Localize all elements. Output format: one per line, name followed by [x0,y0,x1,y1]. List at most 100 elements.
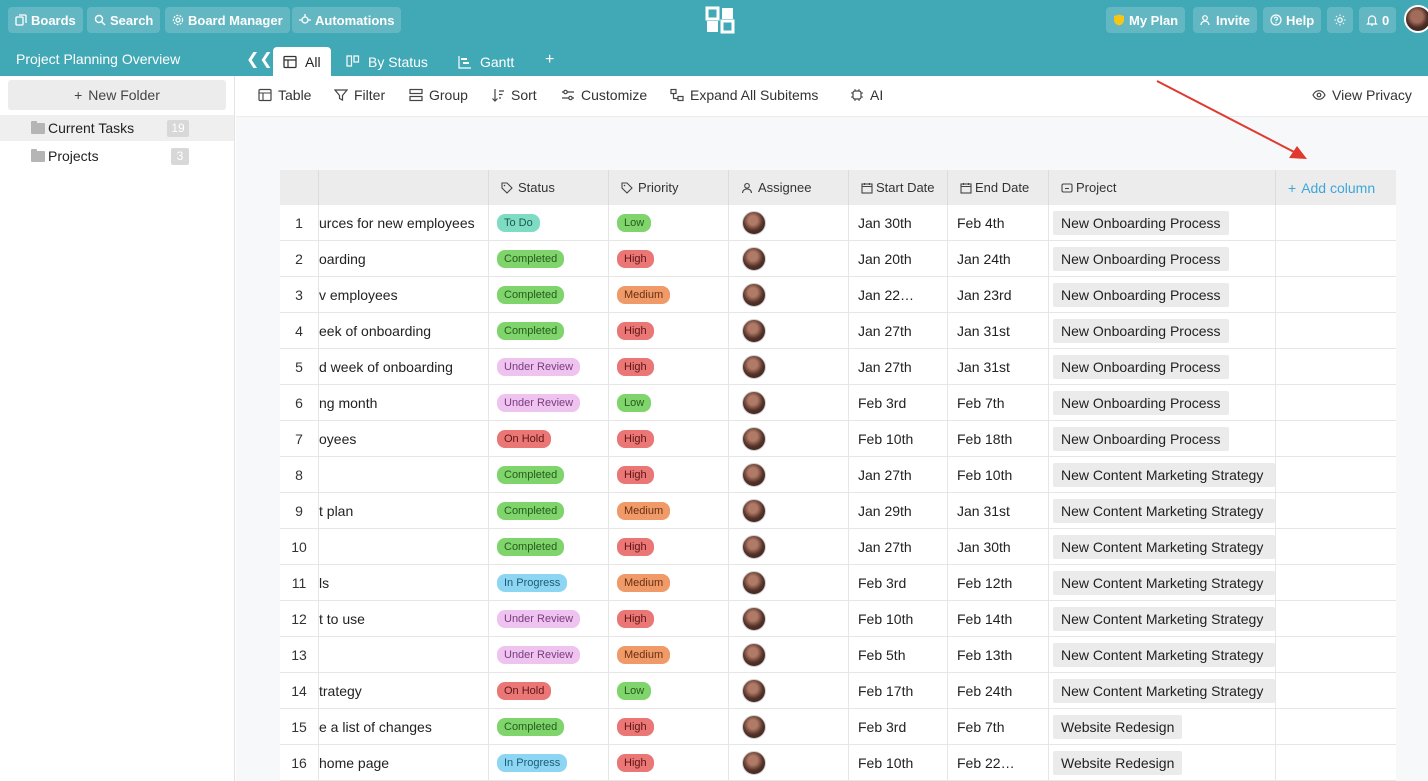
priority-cell[interactable]: Medium [608,565,728,601]
priority-cell[interactable]: High [608,529,728,565]
project-cell[interactable]: New Content Marketing Strategy [1048,673,1275,709]
end-date-cell[interactable]: Feb 18th [947,421,1048,457]
priority-cell[interactable]: High [608,349,728,385]
sidebar-item-current-tasks[interactable]: Current Tasks 19 [0,115,234,141]
board-manager-button[interactable]: Board Manager [165,7,290,33]
table-row[interactable]: 6 ng month Under Review Low Feb 3rd Feb 7th Ne… [280,385,1396,421]
status-cell[interactable]: Completed [488,457,608,493]
collapse-sidebar-icon[interactable]: ❮❮ [246,51,273,68]
task-name[interactable] [318,637,488,673]
status-cell[interactable]: In Progress [488,565,608,601]
project-cell[interactable]: New Onboarding Process [1048,241,1275,277]
assignee-cell[interactable] [728,601,848,637]
assignee-cell[interactable] [728,565,848,601]
status-cell[interactable]: Under Review [488,637,608,673]
table-row[interactable]: 13 Under Review Medium Feb 5th Feb 13th New C… [280,637,1396,673]
add-tab-button[interactable]: + [545,51,555,68]
table-row[interactable]: 2 oarding Completed High Jan 20th Jan 24th New… [280,241,1396,277]
start-date-cell[interactable]: Feb 17th [848,673,947,709]
priority-cell[interactable]: Medium [608,637,728,673]
assignee-cell[interactable] [728,457,848,493]
automations-button[interactable]: Automations [292,7,402,33]
add-column-button[interactable]: + Add column [1275,170,1396,205]
table-row[interactable]: 16 home page In Progress High Feb 10th Feb 22… [280,745,1396,781]
tab-all[interactable]: All [273,47,331,76]
tab-by-status[interactable]: By Status [336,47,438,76]
project-cell[interactable]: New Onboarding Process [1048,277,1275,313]
header-start-date[interactable]: Start Date [848,170,947,205]
start-date-cell[interactable]: Feb 10th [848,421,947,457]
task-name[interactable]: d week of onboarding [318,349,488,385]
priority-cell[interactable]: High [608,745,728,781]
priority-cell[interactable]: Low [608,205,728,241]
task-name[interactable]: t to use [318,601,488,637]
status-cell[interactable]: Under Review [488,385,608,421]
end-date-cell[interactable]: Jan 31st [947,349,1048,385]
status-cell[interactable]: To Do [488,205,608,241]
start-date-cell[interactable]: Jan 30th [848,205,947,241]
end-date-cell[interactable]: Jan 31st [947,493,1048,529]
assignee-cell[interactable] [728,673,848,709]
assignee-cell[interactable] [728,493,848,529]
project-cell[interactable]: New Content Marketing Strategy [1048,529,1275,565]
end-date-cell[interactable]: Jan 31st [947,313,1048,349]
status-cell[interactable]: Completed [488,709,608,745]
start-date-cell[interactable]: Feb 3rd [848,709,947,745]
project-cell[interactable]: New Onboarding Process [1048,385,1275,421]
task-name[interactable]: v employees [318,277,488,313]
table-row[interactable]: 15 e a list of changes Completed High Feb 3r… [280,709,1396,745]
invite-button[interactable]: Invite [1193,7,1257,33]
end-date-cell[interactable]: Feb 22… [947,745,1048,781]
app-logo-icon[interactable] [705,6,735,34]
table-row[interactable]: 3 v employees Completed Medium Jan 22… Jan 23… [280,277,1396,313]
task-name[interactable]: urces for new employees [318,205,488,241]
assignee-cell[interactable] [728,241,848,277]
status-cell[interactable]: Completed [488,313,608,349]
priority-cell[interactable]: Medium [608,493,728,529]
status-cell[interactable]: Completed [488,241,608,277]
priority-cell[interactable]: High [608,709,728,745]
group-button[interactable]: Group [409,87,468,103]
table-row[interactable]: 4 eek of onboarding Completed High Jan 27th J… [280,313,1396,349]
priority-cell[interactable]: High [608,241,728,277]
assignee-cell[interactable] [728,205,848,241]
project-cell[interactable]: New Content Marketing Strategy [1048,457,1275,493]
tab-gantt[interactable]: Gantt [448,47,524,76]
header-name[interactable] [318,170,488,205]
header-project[interactable]: Project [1048,170,1275,205]
table-row[interactable]: 14 trategy On Hold Low Feb 17th Feb 24th New C… [280,673,1396,709]
status-cell[interactable]: Under Review [488,601,608,637]
project-cell[interactable]: New Content Marketing Strategy [1048,601,1275,637]
end-date-cell[interactable]: Jan 23rd [947,277,1048,313]
project-cell[interactable]: New Content Marketing Strategy [1048,637,1275,673]
priority-cell[interactable]: High [608,421,728,457]
start-date-cell[interactable]: Feb 10th [848,601,947,637]
project-cell[interactable]: New Content Marketing Strategy [1048,565,1275,601]
start-date-cell[interactable]: Feb 10th [848,745,947,781]
status-cell[interactable]: In Progress [488,745,608,781]
start-date-cell[interactable]: Jan 27th [848,529,947,565]
status-cell[interactable]: Under Review [488,349,608,385]
table-row[interactable]: 10 Completed High Jan 27th Jan 30th New Conte… [280,529,1396,565]
sidebar-item-projects[interactable]: Projects 3 [0,143,234,169]
priority-cell[interactable]: High [608,457,728,493]
status-cell[interactable]: On Hold [488,673,608,709]
status-cell[interactable]: Completed [488,277,608,313]
end-date-cell[interactable]: Feb 24th [947,673,1048,709]
ai-button[interactable]: AI [850,87,883,103]
assignee-cell[interactable] [728,313,848,349]
end-date-cell[interactable]: Feb 14th [947,601,1048,637]
start-date-cell[interactable]: Jan 29th [848,493,947,529]
notifications-button[interactable]: 0 [1359,7,1397,33]
assignee-cell[interactable] [728,529,848,565]
filter-button[interactable]: Filter [334,87,385,103]
status-cell[interactable]: Completed [488,493,608,529]
start-date-cell[interactable]: Jan 22… [848,277,947,313]
assignee-cell[interactable] [728,349,848,385]
assignee-cell[interactable] [728,745,848,781]
start-date-cell[interactable]: Jan 27th [848,457,947,493]
boards-button[interactable]: Boards [8,7,83,33]
header-assignee[interactable]: Assignee [728,170,848,205]
table-row[interactable]: 5 d week of onboarding Under Review High Jan… [280,349,1396,385]
start-date-cell[interactable]: Feb 3rd [848,565,947,601]
